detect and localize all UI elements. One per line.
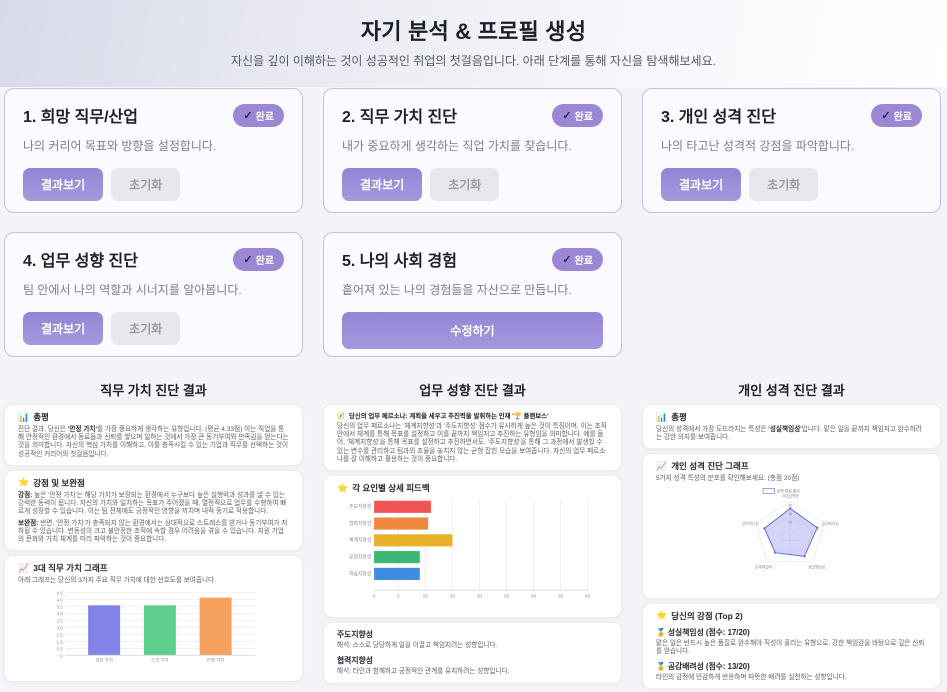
svg-text:공감배려성: 공감배려성	[822, 521, 839, 526]
svg-text:학습지향성: 학습지향성	[349, 570, 371, 577]
svg-text:2.5: 2.5	[57, 618, 64, 623]
svg-text:유연지향성: 유연지향성	[349, 554, 371, 561]
svg-text:16: 16	[788, 512, 792, 516]
svg-text:3.5: 3.5	[57, 604, 64, 609]
svg-text:4.5: 4.5	[57, 590, 64, 595]
svg-text:15: 15	[450, 594, 456, 600]
svg-text:12: 12	[788, 520, 792, 524]
svg-text:성장 가치: 성장 가치	[95, 656, 112, 663]
svg-text:10: 10	[423, 594, 429, 600]
svg-text:성실책임성: 성실책임성	[808, 564, 825, 569]
svg-text:성격 특성 점수: 성격 특성 점수	[777, 488, 801, 493]
svg-text:체계지향성: 체계지향성	[349, 537, 371, 544]
svg-text:0: 0	[60, 653, 63, 658]
svg-text:2.0: 2.0	[57, 625, 64, 630]
svg-text:35: 35	[558, 594, 564, 600]
svg-text:안정 가치: 안정 가치	[207, 656, 224, 663]
svg-text:창의혁신성: 창의혁신성	[742, 521, 759, 526]
svg-text:협력지향성: 협력지향성	[349, 520, 371, 527]
svg-text:25: 25	[504, 594, 510, 600]
svg-text:4.0: 4.0	[57, 597, 64, 602]
svg-text:20: 20	[788, 503, 792, 507]
svg-text:문제해결력: 문제해결력	[755, 564, 772, 569]
svg-text:5: 5	[397, 594, 400, 600]
svg-text:0.5: 0.5	[57, 646, 64, 651]
svg-text:40: 40	[585, 594, 591, 600]
svg-text:리더십역량: 리더십역량	[782, 493, 800, 498]
svg-text:1.0: 1.0	[57, 639, 64, 644]
svg-text:0: 0	[373, 594, 376, 600]
svg-text:30: 30	[531, 594, 537, 600]
svg-text:도전 가치: 도전 가치	[151, 656, 168, 663]
svg-text:주도지향성: 주도지향성	[349, 503, 371, 510]
svg-text:20: 20	[477, 594, 483, 600]
svg-text:1.5: 1.5	[57, 632, 64, 637]
svg-text:3.0: 3.0	[57, 611, 64, 616]
